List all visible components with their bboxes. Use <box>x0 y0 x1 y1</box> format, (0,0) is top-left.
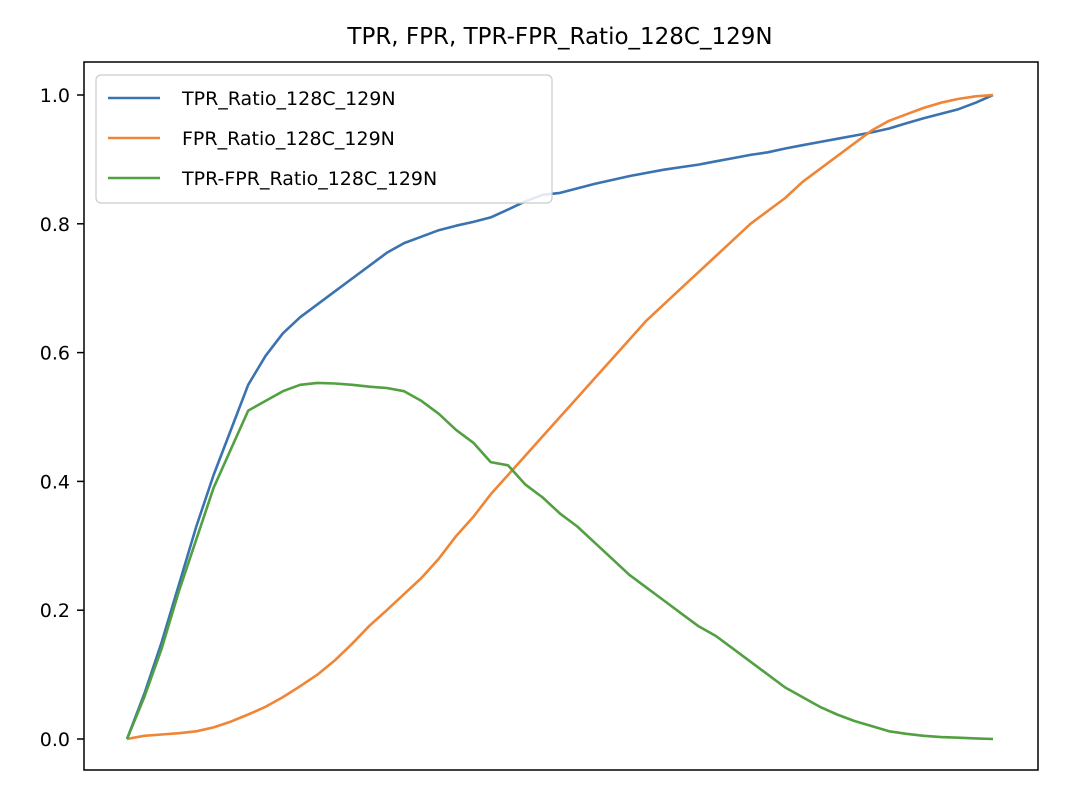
series-line-1 <box>125 93 994 740</box>
series-layer <box>125 93 994 741</box>
legend: TPR_Ratio_128C_129N FPR_Ratio_128C_129N TP… <box>95 74 553 204</box>
y-tick-label: 0.2 <box>40 600 70 622</box>
y-tick-label: 0.8 <box>40 214 70 236</box>
legend-box <box>95 74 553 204</box>
series-line-2 <box>126 93 994 741</box>
legend-label-3: TPR-FPR_Ratio_128C_129N <box>181 168 437 190</box>
legend-label-2: FPR_Ratio_128C_129N <box>182 128 395 150</box>
y-tick-label: 1.0 <box>40 85 70 107</box>
y-axis: 0.0 0.2 0.4 0.6 0.8 1.0 <box>40 85 84 751</box>
y-tick-label: 0.0 <box>40 729 70 751</box>
legend-label-1: TPR_Ratio_128C_129N <box>181 88 396 110</box>
chart-title: TPR, FPR, TPR-FPR_Ratio_128C_129N <box>346 24 772 50</box>
plot-area-frame <box>83 61 1039 771</box>
y-tick-label: 0.6 <box>40 343 70 365</box>
y-tick-label: 0.4 <box>40 471 70 493</box>
series-line-3 <box>125 381 994 741</box>
